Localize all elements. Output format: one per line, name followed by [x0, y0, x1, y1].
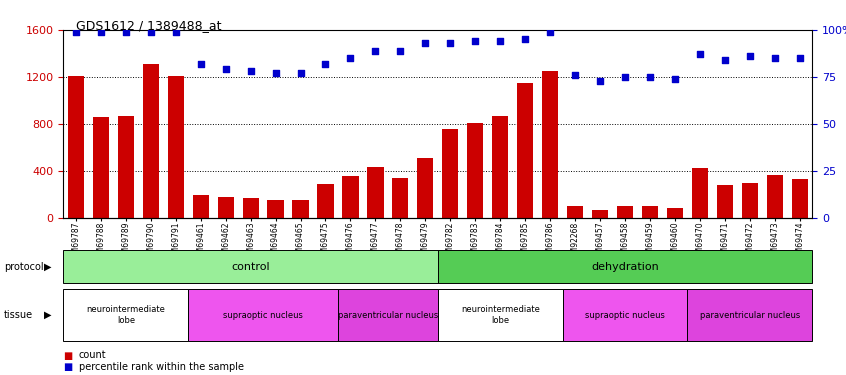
Bar [417, 158, 433, 218]
Point [219, 66, 233, 72]
Bar [567, 206, 583, 218]
Bar [217, 197, 233, 217]
Point [519, 36, 532, 42]
Bar [642, 206, 658, 218]
Bar [193, 195, 209, 217]
Point [69, 29, 83, 35]
Point [469, 38, 482, 44]
Point [543, 29, 557, 35]
Point [294, 70, 307, 76]
Bar [517, 83, 533, 218]
Bar [766, 176, 783, 217]
Text: control: control [231, 262, 270, 272]
Bar [592, 210, 608, 218]
Bar [68, 76, 84, 217]
Point [169, 29, 183, 35]
Point [793, 55, 806, 61]
Bar [293, 200, 309, 217]
Bar [143, 64, 159, 217]
Text: neurointermediate
lobe: neurointermediate lobe [461, 305, 540, 325]
Bar [717, 185, 733, 218]
Text: percentile rank within the sample: percentile rank within the sample [79, 362, 244, 372]
Text: count: count [79, 351, 107, 360]
Bar [243, 198, 259, 217]
Point [319, 61, 332, 67]
Text: protocol: protocol [4, 262, 44, 272]
Point [343, 55, 357, 61]
Bar [692, 168, 708, 217]
Bar [667, 207, 683, 218]
Text: supraoptic nucleus: supraoptic nucleus [585, 310, 665, 320]
Point [668, 76, 682, 82]
Point [768, 55, 782, 61]
Bar [267, 200, 283, 217]
Point [393, 48, 407, 54]
Text: paraventricular nucleus: paraventricular nucleus [700, 310, 799, 320]
Bar [118, 116, 134, 218]
Point [144, 29, 157, 35]
Point [643, 74, 656, 80]
Point [369, 48, 382, 54]
Bar [792, 179, 808, 218]
Text: GDS1612 / 1389488_at: GDS1612 / 1389488_at [76, 19, 222, 32]
Bar [367, 166, 383, 218]
Point [94, 29, 107, 35]
Bar [393, 178, 409, 218]
Bar [168, 76, 184, 217]
Point [743, 53, 756, 59]
Text: dehydration: dehydration [591, 262, 659, 272]
Bar [742, 183, 758, 218]
Bar [343, 176, 359, 218]
Bar [93, 117, 109, 218]
Text: neurointermediate
lobe: neurointermediate lobe [86, 305, 165, 325]
Point [269, 70, 283, 76]
Bar [317, 184, 333, 218]
Text: paraventricular nucleus: paraventricular nucleus [338, 310, 438, 320]
Point [443, 40, 457, 46]
Point [593, 78, 607, 84]
Text: ■: ■ [63, 362, 73, 372]
Point [194, 61, 207, 67]
Bar [442, 129, 459, 218]
Point [618, 74, 632, 80]
Point [569, 72, 582, 78]
Text: ■: ■ [63, 351, 73, 360]
Bar [492, 116, 508, 218]
Bar [542, 71, 558, 217]
Text: ▶: ▶ [44, 262, 52, 272]
Point [419, 40, 432, 46]
Bar [467, 123, 483, 218]
Point [244, 68, 257, 74]
Point [493, 38, 507, 44]
Text: tissue: tissue [4, 310, 33, 320]
Point [693, 51, 706, 57]
Bar [617, 206, 633, 218]
Text: ▶: ▶ [44, 310, 52, 320]
Point [718, 57, 732, 63]
Text: supraoptic nucleus: supraoptic nucleus [223, 310, 303, 320]
Point [119, 29, 133, 35]
